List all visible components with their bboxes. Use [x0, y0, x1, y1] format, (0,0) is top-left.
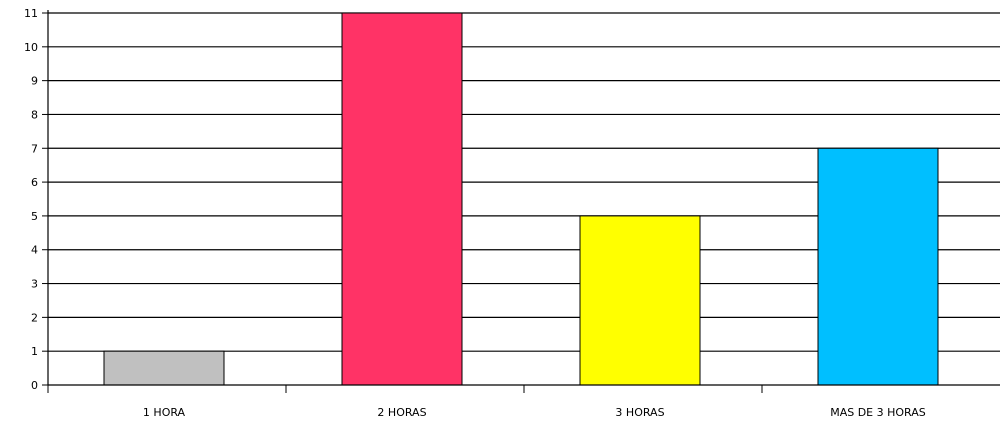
x-axis-labels: 1 HORA 2 HORAS 3 HORAS MAS DE 3 HORAS: [143, 406, 926, 419]
gridlines: [48, 12, 1000, 352]
x-category-label: MAS DE 3 HORAS: [830, 406, 926, 419]
y-tick-label: 4: [31, 244, 38, 257]
bars: [103, 12, 939, 386]
y-tick-label: 7: [31, 142, 38, 155]
bar-2-horas: [341, 12, 463, 386]
y-axis-ticks: 0 1 2 3 4 5 6 7 8 9 10 11: [24, 7, 48, 392]
y-tick-label: 0: [31, 379, 38, 392]
x-category-label: 1 HORA: [143, 406, 186, 419]
y-tick-label: 5: [31, 210, 38, 223]
bar-1-hora: [103, 350, 225, 386]
y-tick-label: 9: [31, 75, 38, 88]
x-category-label: 2 HORAS: [377, 406, 426, 419]
bar-mas-de-3-horas: [817, 147, 939, 386]
y-tick-label: 11: [24, 7, 38, 20]
x-category-label: 3 HORAS: [615, 406, 664, 419]
y-tick-label: 3: [31, 278, 38, 291]
y-tick-label: 10: [24, 41, 38, 54]
bar-3-horas: [579, 215, 701, 386]
axes: [47, 10, 1000, 393]
y-tick-label: 2: [31, 311, 38, 324]
y-tick-label: 1: [31, 345, 38, 358]
y-tick-label: 6: [31, 176, 38, 189]
y-tick-label: 8: [31, 108, 38, 121]
